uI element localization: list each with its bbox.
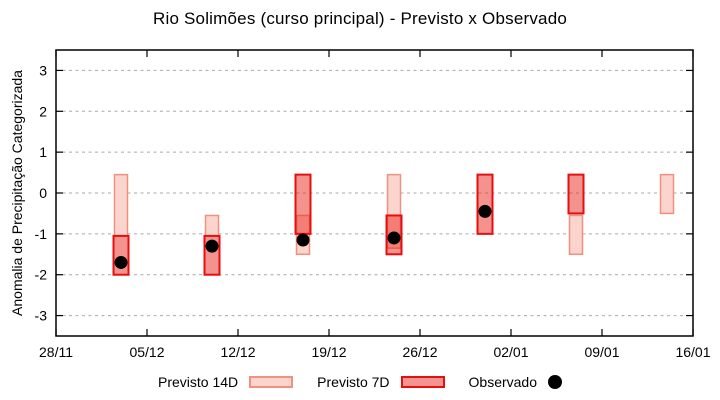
bar-previsto-14d: [204, 214, 220, 237]
legend-item-previsto-14d: Previsto 14D: [158, 374, 294, 390]
legend-label: Previsto 14D: [158, 374, 239, 390]
legend-swatch-previsto-14d: [249, 376, 294, 388]
legend-item-previsto-7d: Previsto 7D: [317, 374, 445, 390]
y-tick-label: -2: [35, 267, 48, 283]
x-tick-label: 02/01: [493, 344, 528, 360]
dot-observado: [387, 231, 401, 245]
plot-border: [55, 49, 694, 337]
y-tick-label: 3: [39, 62, 47, 78]
legend: Previsto 14D Previsto 7D Observado: [0, 371, 720, 393]
bar-previsto-14d: [659, 173, 675, 215]
y-tick-label: -3: [35, 308, 48, 324]
y-tick-label: 2: [39, 103, 47, 119]
y-tick-label: -1: [35, 226, 48, 242]
dot-observado: [114, 255, 128, 269]
x-tick-label: 28/11: [39, 344, 73, 360]
x-tick-label: 26/12: [402, 344, 437, 360]
bar-previsto-7d: [567, 173, 585, 215]
bar-previsto-14d: [568, 214, 584, 256]
x-tick-label: 12/12: [220, 344, 255, 360]
y-tick-label: 0: [39, 185, 47, 201]
bar-previsto-7d: [476, 173, 494, 235]
x-tick-label: 09/01: [584, 344, 619, 360]
legend-swatch-previsto-7d: [400, 376, 445, 388]
y-tick-label: 1: [39, 144, 47, 160]
bar-previsto-14d: [113, 173, 129, 237]
dot-observado: [205, 239, 219, 253]
legend-label: Previsto 7D: [317, 374, 390, 390]
dot-observado: [296, 233, 310, 247]
legend-swatch-observado: [548, 375, 562, 389]
chart-title: Rio Solimões (curso principal) - Previst…: [152, 9, 568, 28]
legend-label: Observado: [468, 374, 537, 390]
bar-previsto-7d: [294, 173, 312, 235]
x-tick-label: 19/12: [311, 344, 346, 360]
legend-item-observado: Observado: [469, 374, 562, 390]
dot-observado: [478, 204, 492, 218]
x-tick-label: 05/12: [129, 344, 164, 360]
x-tick-label: 16/01: [675, 344, 710, 360]
